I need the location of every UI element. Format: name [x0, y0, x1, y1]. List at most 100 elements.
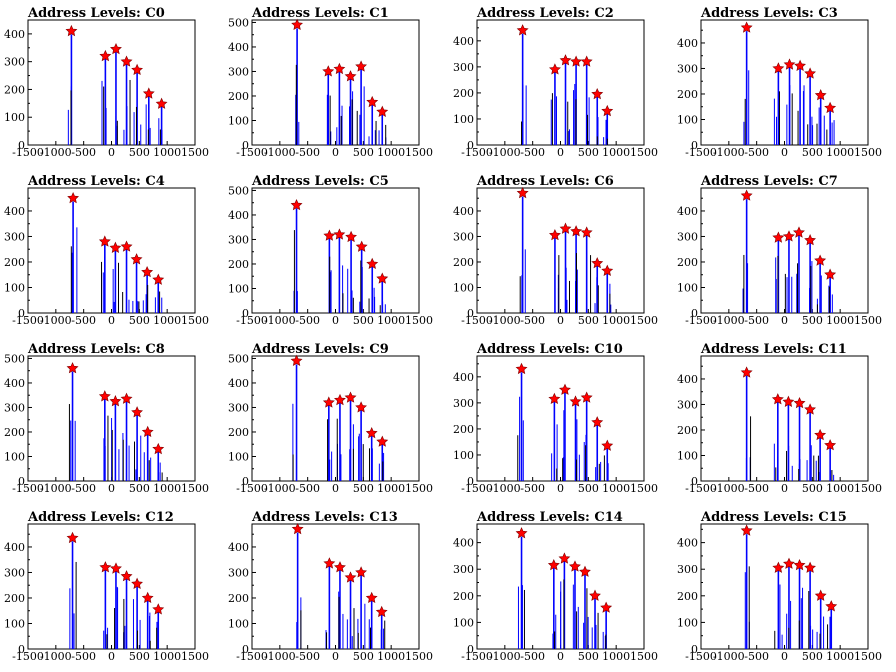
plot-frame: [251, 19, 420, 146]
y-tick-label: 0: [18, 139, 25, 152]
peak-marker: [591, 87, 604, 100]
peak-marker: [740, 366, 753, 378]
x-tick-label: 1000: [377, 650, 405, 663]
peak-marker: [109, 395, 122, 407]
y-tick-label: 200: [677, 88, 698, 101]
x-tick-label: 1000: [153, 650, 181, 663]
chart-title: Address Levels: C14: [476, 510, 623, 525]
x-tick-label: 1000: [602, 314, 630, 327]
peak-marker: [141, 265, 154, 278]
y-tick-label: 100: [453, 449, 474, 462]
x-tick-label: 0: [108, 146, 115, 159]
y-tick-label: 400: [677, 205, 698, 218]
x-tick-label: -1000: [264, 146, 296, 159]
chart-panel-c12: Address Levels: C12 0 100 200 300 400 -1500-10…: [4, 510, 209, 663]
y-tick-label: 0: [467, 475, 474, 488]
peak-marker: [323, 557, 336, 569]
peak-marker: [570, 55, 582, 67]
peak-marker: [141, 591, 154, 603]
chart-title: Address Levels: C0: [27, 6, 165, 21]
peak-marker: [804, 234, 816, 246]
chart-title: Address Levels: C9: [251, 342, 389, 357]
peak-marker: [375, 605, 388, 618]
peak-marker: [141, 425, 154, 437]
chart-panel-c15: Address Levels: C15 0 100 200 300 400 -1500-10…: [677, 510, 882, 663]
y-tick-label: 200: [677, 590, 698, 603]
x-tick-label: -500: [71, 650, 96, 663]
y-tick-label: 200: [228, 90, 249, 103]
y-tick-label: 200: [453, 423, 474, 436]
x-tick-label: -1500: [236, 482, 268, 495]
x-tick-label: -1500: [461, 146, 493, 159]
x-tick-label: 1000: [826, 314, 854, 327]
peak-marker: [345, 230, 357, 243]
x-tick-label: 1000: [602, 650, 630, 663]
x-tick-label: 500: [802, 482, 823, 495]
x-tick-label: -500: [520, 314, 545, 327]
plot-frame: [251, 187, 420, 314]
peak-marker: [804, 403, 816, 415]
x-tick-label: 500: [802, 314, 823, 327]
x-tick-label: 1500: [405, 314, 433, 327]
y-tick-label: 400: [453, 205, 474, 218]
chart-panel-c14: Address Levels: C14 0 100 200 300 400 -1500-10…: [453, 510, 658, 663]
peak-marker: [804, 67, 816, 79]
plot-frame: [476, 19, 645, 146]
peak-marker: [580, 55, 593, 67]
peak-marker: [772, 231, 785, 243]
peak-marker: [355, 566, 367, 578]
plot-frame: [251, 355, 420, 482]
chart-title: Address Levels: C11: [700, 342, 847, 357]
plot-frame: [700, 355, 869, 482]
x-tick-label: -1500: [685, 146, 717, 159]
peak-marker: [740, 524, 753, 536]
peak-marker: [814, 254, 827, 266]
y-tick-label: 0: [691, 643, 698, 656]
peak-marker: [558, 383, 571, 395]
y-tick-label: 400: [228, 377, 249, 390]
y-tick-label: 300: [453, 563, 474, 576]
peak-marker: [548, 392, 561, 404]
chart-panel-c2: Address Levels: C2 0 100 200 300 400 -1500-100…: [453, 6, 658, 159]
peak-marker: [130, 253, 143, 265]
x-tick-label: 1500: [181, 650, 209, 663]
chart-title: Address Levels: C3: [700, 6, 838, 21]
peak-marker: [120, 55, 133, 67]
plot-frame: [27, 19, 196, 146]
peak-marker: [322, 396, 335, 408]
x-tick-label: 1000: [826, 482, 854, 495]
peak-marker: [782, 557, 795, 569]
y-tick-label: 300: [4, 566, 25, 579]
x-tick-label: 500: [129, 146, 150, 159]
chart-panel-c11: Address Levels: C11 0 100 200 300 400 -1500-10…: [677, 342, 882, 495]
peak-marker: [824, 439, 837, 451]
y-tick-label: 200: [228, 426, 249, 439]
x-tick-label: 0: [108, 482, 115, 495]
y-tick-label: 0: [467, 643, 474, 656]
y-tick-label: 200: [4, 426, 25, 439]
peak-marker: [290, 198, 303, 211]
peak-marker: [323, 229, 336, 241]
x-tick-label: -500: [520, 146, 545, 159]
x-tick-label: 500: [578, 482, 599, 495]
chart-title: Address Levels: C10: [476, 342, 623, 357]
x-tick-label: -500: [295, 482, 320, 495]
x-tick-label: 500: [353, 146, 374, 159]
peak-marker: [516, 24, 529, 36]
chart-panel-c7: Address Levels: C7 0 100 200 300 400 -1500-100…: [677, 174, 882, 327]
x-tick-label: 500: [129, 482, 150, 495]
y-tick-label: 100: [677, 113, 698, 126]
x-tick-label: 1500: [181, 314, 209, 327]
peak-marker: [580, 226, 593, 238]
x-tick-label: 500: [353, 650, 374, 663]
chart-title: Address Levels: C4: [27, 174, 165, 189]
y-tick-label: 200: [453, 590, 474, 603]
x-tick-label: 1500: [405, 482, 433, 495]
y-tick-label: 100: [677, 281, 698, 294]
y-tick-label: 400: [4, 205, 25, 218]
x-tick-label: 1500: [630, 146, 658, 159]
peak-marker: [333, 62, 346, 75]
peak-marker: [793, 396, 806, 409]
plot-frame: [476, 187, 645, 314]
peak-marker: [558, 552, 571, 564]
